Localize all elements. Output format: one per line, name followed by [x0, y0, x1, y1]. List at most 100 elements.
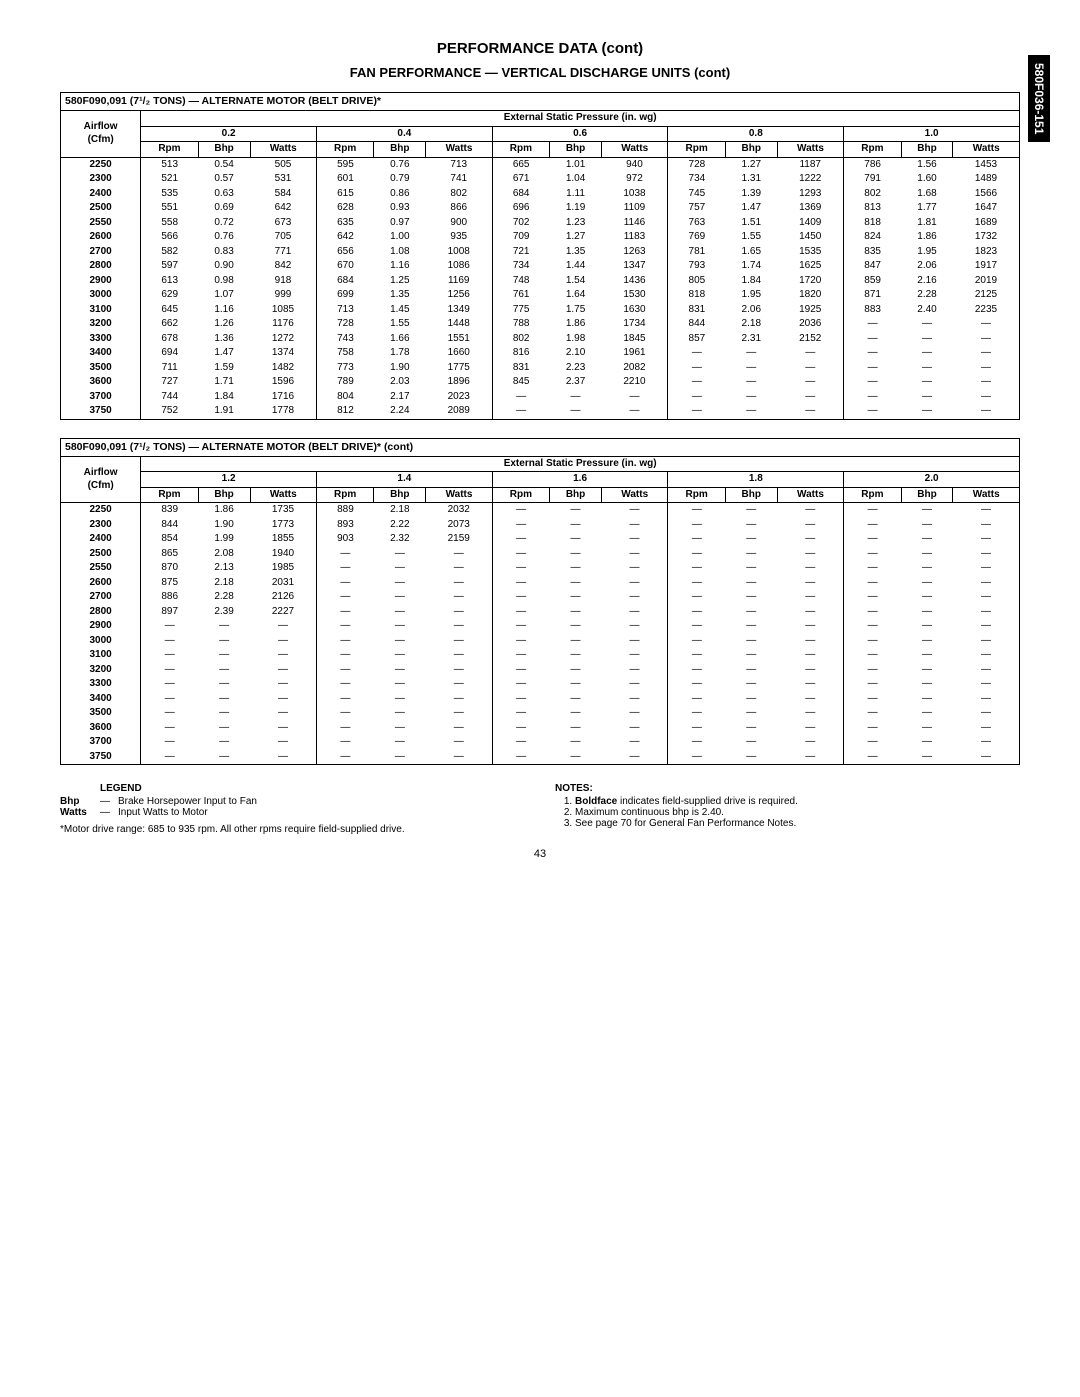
data-cell: 743: [316, 332, 373, 347]
data-cell: —: [668, 518, 725, 533]
data-cell: —: [198, 619, 250, 634]
data-cell: —: [725, 706, 777, 721]
data-cell: 0.83: [198, 245, 250, 260]
data-cell: 705: [250, 230, 316, 245]
data-cell: 1176: [250, 317, 316, 332]
data-cell: 615: [316, 187, 373, 202]
data-cell: 1109: [602, 201, 668, 216]
data-cell: 0.86: [374, 187, 426, 202]
data-cell: —: [725, 547, 777, 562]
data-cell: 1.65: [725, 245, 777, 260]
data-cell: —: [953, 332, 1020, 347]
data-cell: 1.71: [198, 375, 250, 390]
data-cell: 818: [844, 216, 901, 231]
col-watts: Watts: [953, 142, 1020, 158]
airflow-cell: 2550: [61, 561, 141, 576]
table-row: 24008541.9918559032.322159—————————: [61, 532, 1020, 547]
airflow-cell: 3700: [61, 390, 141, 405]
data-cell: —: [198, 706, 250, 721]
table-row: 3000———————————————: [61, 634, 1020, 649]
data-cell: 2031: [250, 576, 316, 591]
data-cell: 734: [492, 259, 549, 274]
data-cell: —: [777, 648, 843, 663]
data-cell: 2.37: [550, 375, 602, 390]
data-cell: —: [668, 677, 725, 692]
data-cell: 1.36: [198, 332, 250, 347]
data-cell: —: [901, 663, 953, 678]
data-cell: —: [550, 677, 602, 692]
data-cell: 813: [844, 201, 901, 216]
table-row: 31006451.1610857131.4513497751.751630831…: [61, 303, 1020, 318]
data-cell: —: [550, 532, 602, 547]
data-cell: 0.76: [198, 230, 250, 245]
data-cell: 1940: [250, 547, 316, 562]
airflow-cell: 2500: [61, 201, 141, 216]
data-cell: 791: [844, 172, 901, 187]
data-cell: —: [725, 390, 777, 405]
data-cell: —: [492, 735, 549, 750]
data-cell: —: [426, 706, 492, 721]
airflow-cell: 3400: [61, 692, 141, 707]
data-cell: —: [777, 404, 843, 419]
data-cell: —: [953, 750, 1020, 765]
table-row: 25005510.696426280.938666961.1911097571.…: [61, 201, 1020, 216]
note-item: See page 70 for General Fan Performance …: [575, 818, 1020, 829]
data-cell: —: [374, 634, 426, 649]
data-cell: —: [725, 590, 777, 605]
data-cell: 2032: [426, 503, 492, 518]
col-watts: Watts: [250, 487, 316, 503]
data-cell: —: [901, 503, 953, 518]
data-cell: —: [316, 750, 373, 765]
data-cell: —: [725, 576, 777, 591]
data-cell: —: [602, 561, 668, 576]
data-cell: 793: [668, 259, 725, 274]
data-cell: —: [953, 634, 1020, 649]
data-cell: 1.54: [550, 274, 602, 289]
legend-block: LEGEND Bhp—Brake Horsepower Input to Fan…: [60, 783, 525, 835]
data-cell: —: [374, 706, 426, 721]
data-cell: —: [777, 547, 843, 562]
data-cell: 1.64: [550, 288, 602, 303]
data-cell: 1.16: [374, 259, 426, 274]
data-cell: —: [492, 619, 549, 634]
data-cell: —: [668, 532, 725, 547]
data-cell: —: [426, 547, 492, 562]
data-cell: 1845: [602, 332, 668, 347]
airflow-cell: 2300: [61, 172, 141, 187]
data-cell: 1.11: [550, 187, 602, 202]
data-cell: —: [725, 346, 777, 361]
data-cell: —: [141, 663, 198, 678]
data-cell: 597: [141, 259, 198, 274]
data-cell: 0.69: [198, 201, 250, 216]
data-cell: 1596: [250, 375, 316, 390]
data-cell: —: [668, 721, 725, 736]
airflow-cell: 3000: [61, 634, 141, 649]
data-cell: 1985: [250, 561, 316, 576]
data-cell: 2.18: [198, 576, 250, 591]
data-cell: 875: [141, 576, 198, 591]
data-cell: —: [953, 735, 1020, 750]
data-cell: —: [550, 547, 602, 562]
data-cell: —: [777, 375, 843, 390]
table-row: 35007111.5914827731.9017758312.232082———…: [61, 361, 1020, 376]
data-cell: —: [141, 706, 198, 721]
legend-item: Bhp—Brake Horsepower Input to Fan: [60, 796, 525, 807]
data-cell: —: [550, 576, 602, 591]
col-bhp: Bhp: [374, 487, 426, 503]
col-bhp: Bhp: [725, 142, 777, 158]
table-row: 36007271.7115967892.0318968452.372210———…: [61, 375, 1020, 390]
data-cell: —: [492, 404, 549, 419]
data-cell: —: [668, 605, 725, 620]
motor-footnote: *Motor drive range: 685 to 935 rpm. All …: [60, 824, 480, 835]
data-cell: 1347: [602, 259, 668, 274]
data-cell: 702: [492, 216, 549, 231]
data-cell: —: [316, 677, 373, 692]
data-cell: 1530: [602, 288, 668, 303]
data-cell: 2082: [602, 361, 668, 376]
data-cell: 1.56: [901, 157, 953, 172]
data-cell: —: [550, 404, 602, 419]
data-cell: —: [777, 706, 843, 721]
data-cell: 900: [426, 216, 492, 231]
data-cell: 1773: [250, 518, 316, 533]
table-row: 22508391.8617358892.182032—————————: [61, 503, 1020, 518]
